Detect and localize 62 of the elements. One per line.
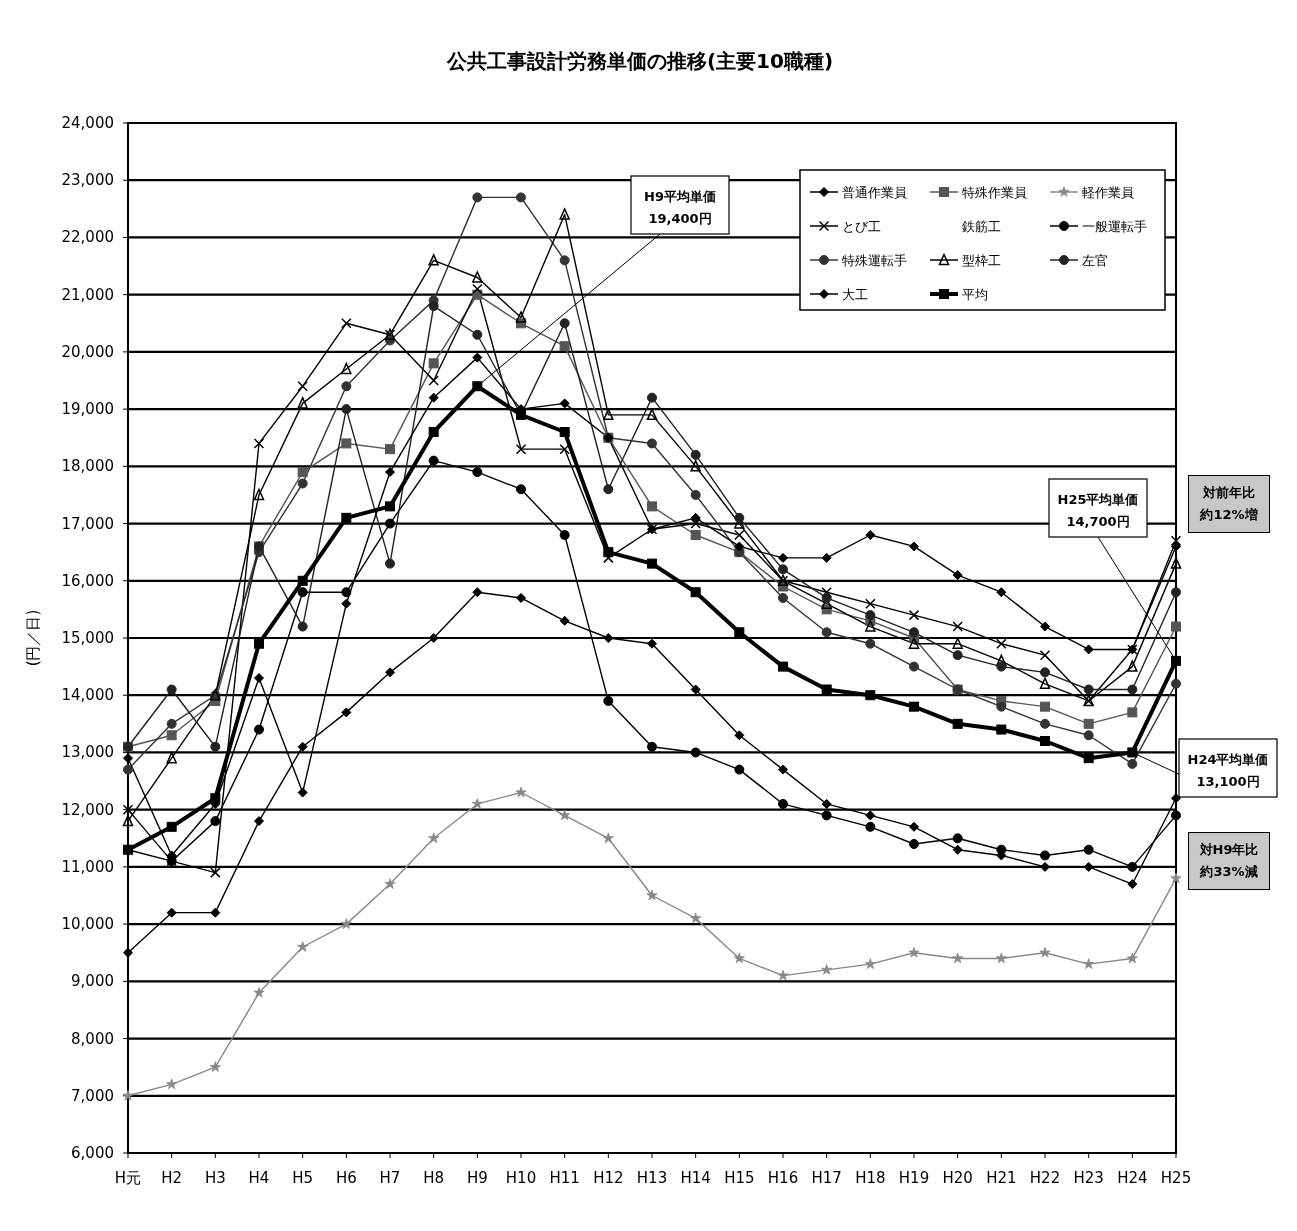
y-tick-label: 11,000 [61, 857, 114, 876]
x-tick-label: H13 [636, 1169, 668, 1187]
y-tick-label: 21,000 [61, 285, 114, 304]
y-tick-label: 16,000 [61, 571, 114, 590]
y-tick-label: 23,000 [61, 171, 114, 190]
y-tick-label: 19,000 [61, 400, 114, 419]
x-tick-label: H15 [724, 1169, 755, 1187]
y-tick-label: 18,000 [61, 457, 114, 476]
x-tick-label: H24 [1117, 1169, 1148, 1187]
text: 対H9年比約33%減 [1188, 832, 1270, 890]
x-tick-label: H19 [898, 1169, 930, 1187]
annotation: H9平均単価 19,400円 [644, 189, 716, 226]
text: 対前年比約12%増 [1188, 475, 1270, 533]
y-tick-label: 12,000 [61, 800, 114, 819]
y-tick-label: 13,000 [61, 743, 114, 762]
x-tick-label: H22 [1029, 1169, 1061, 1187]
x-tick-label: H21 [986, 1169, 1017, 1187]
x-tick-label: H17 [811, 1169, 842, 1187]
legend-label: 大工 [842, 287, 868, 302]
y-tick-label: 7,000 [71, 1086, 114, 1105]
x-tick-label: H9 [466, 1169, 488, 1187]
legend-label: 特殊運転手 [842, 253, 907, 268]
y-tick-label: 9,000 [71, 972, 114, 991]
y-tick-label: 20,000 [61, 342, 114, 361]
x-tick-label: H7 [379, 1169, 401, 1187]
x-tick-label: H2 [161, 1169, 183, 1187]
y-tick-label: 17,000 [61, 514, 114, 533]
legend-label: 左官 [1082, 253, 1108, 268]
x-tick-label: H3 [204, 1169, 226, 1187]
legend-label: 型枠工 [962, 253, 1001, 268]
y-tick-label: 15,000 [61, 629, 114, 647]
legend-label: 特殊作業員 [962, 185, 1027, 200]
y-axis-title: (円／日) [24, 609, 42, 667]
text: 鉄筋工 [962, 219, 1001, 234]
x-tick-label: H4 [248, 1169, 270, 1187]
annotation: H25平均単価 14,700円 [1057, 492, 1139, 529]
x-tick-label: H12 [593, 1169, 624, 1187]
legend-label: 軽作業員 [1082, 185, 1134, 200]
x-tick-label: H11 [549, 1169, 580, 1187]
y-tick-label: 6,000 [71, 1144, 114, 1162]
x-tick-label: H25 [1160, 1169, 1192, 1187]
legend-label: 一般運転手 [1082, 219, 1147, 234]
annotation: H24平均単価 13,100円 [1187, 752, 1269, 789]
x-tick-label: H10 [505, 1169, 537, 1187]
x-tick-label: H8 [423, 1169, 445, 1187]
chart-title: 公共工事設計労務単価の推移(主要10職種) [445, 49, 834, 73]
x-tick-label: H20 [942, 1169, 973, 1187]
legend-label: 平均 [962, 287, 988, 302]
x-tick-label: H23 [1073, 1169, 1104, 1187]
x-tick-label: H元 [114, 1169, 142, 1187]
y-tick-label: 10,000 [61, 915, 114, 934]
y-tick-label: 14,000 [61, 686, 114, 705]
x-tick-label: H16 [767, 1169, 799, 1187]
x-tick-label: H5 [292, 1169, 314, 1187]
x-tick-label: H18 [855, 1169, 886, 1187]
x-tick-label: H14 [680, 1169, 711, 1187]
y-tick-label: 8,000 [71, 1029, 114, 1048]
x-tick-label: H6 [335, 1169, 357, 1187]
legend-label: 普通作業員 [842, 185, 907, 200]
y-tick-label: 22,000 [61, 228, 114, 247]
y-tick-label: 24,000 [61, 114, 114, 132]
legend-label: とび工 [842, 219, 881, 234]
